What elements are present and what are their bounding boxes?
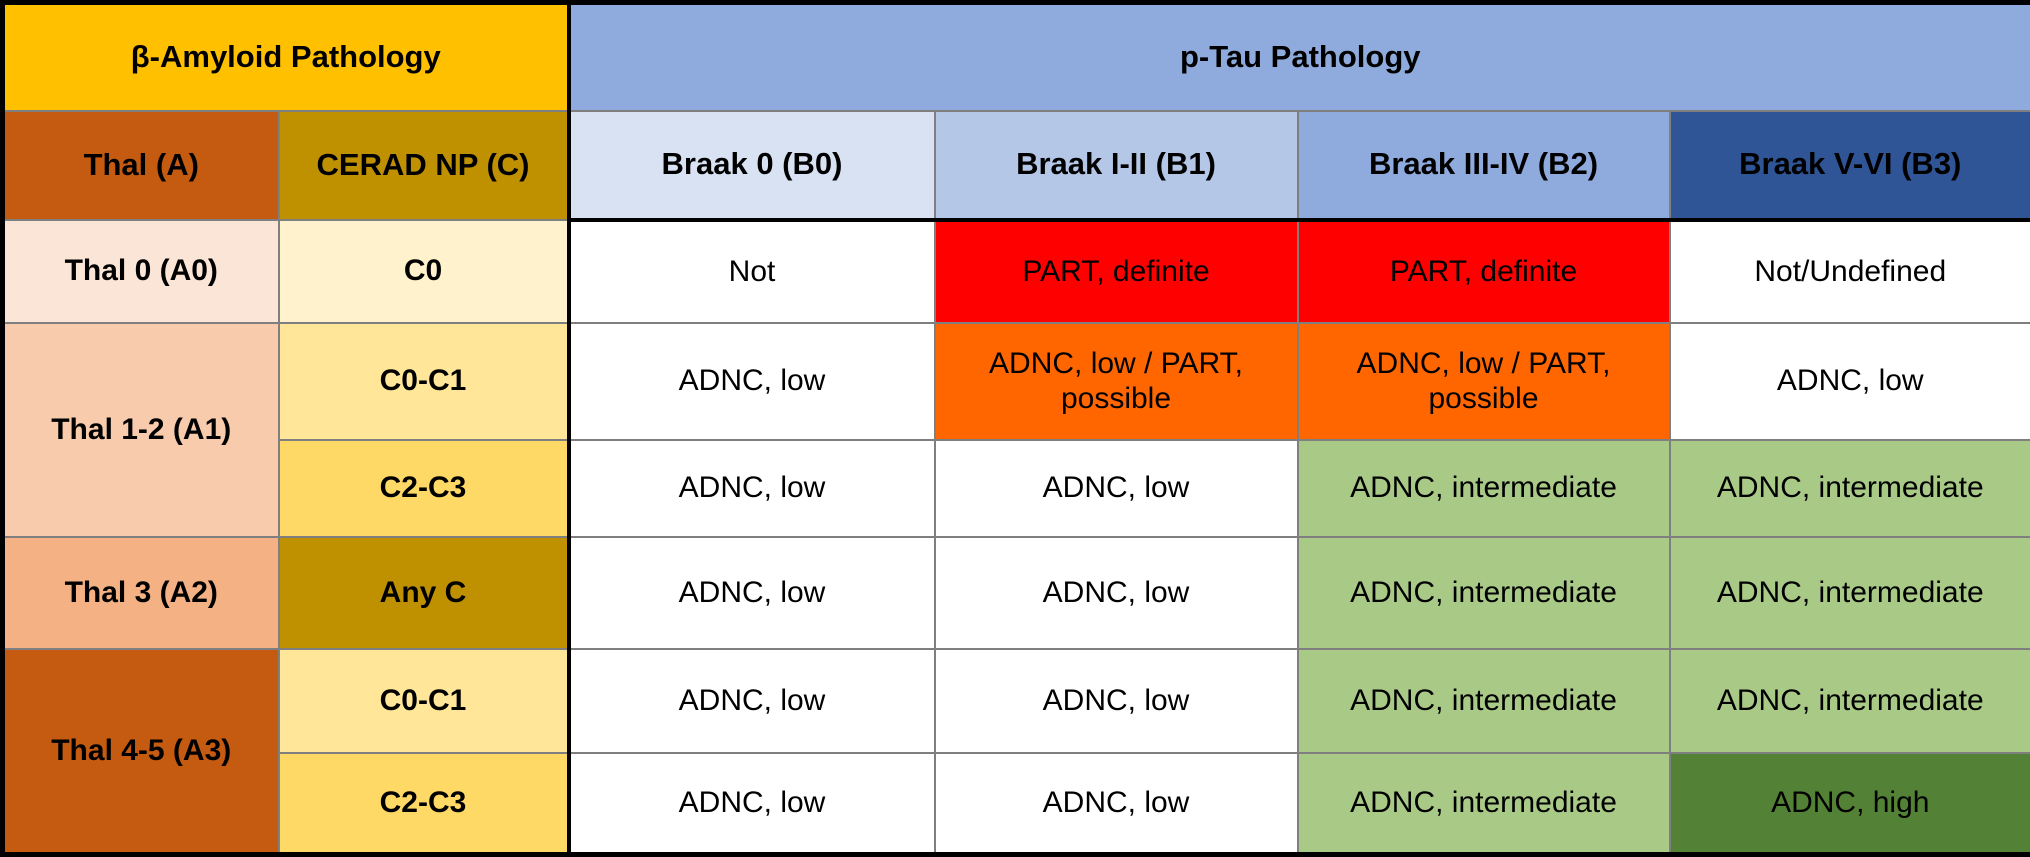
cell-adnc-intermediate-r4c5: ADNC, intermediate — [1298, 537, 1670, 649]
cell-part-definite-r1c5: PART, definite — [1298, 220, 1670, 323]
cell-adnc-low-r6c3: ADNC, low — [935, 753, 1298, 855]
cell-c0-c1-r5c2: C0-C1 — [279, 649, 569, 753]
cell-c0-r1c2: C0 — [279, 220, 569, 323]
cell-adnc-low-r3c3: ADNC, low — [935, 440, 1298, 537]
cell-c2-c3-r3c1: C2-C3 — [279, 440, 569, 537]
cell-part-definite-r1c4: PART, definite — [935, 220, 1298, 323]
group-header-p-tau-pathology: p-Tau Pathology — [569, 3, 2030, 111]
cell-adnc-low-r6c2: ADNC, low — [569, 753, 935, 855]
column-header-row: Thal (A)CERAD NP (C)Braak 0 (B0)Braak I-… — [3, 111, 2030, 220]
col-header-thal-a: Thal (A) — [3, 111, 279, 220]
cell-thal-4-5-a3-r5c1: Thal 4-5 (A3) — [3, 649, 279, 855]
cell-adnc-intermediate-r5c5: ADNC, intermediate — [1298, 649, 1670, 753]
group-header-amyloid-pathology: β-Amyloid Pathology — [3, 3, 569, 111]
cell-adnc-low-r3c2: ADNC, low — [569, 440, 935, 537]
cell-c0-c1-r2c2: C0-C1 — [279, 323, 569, 440]
col-header-braak-v-vi-b3: Braak V-VI (B3) — [1670, 111, 2030, 220]
cell-adnc-low-r2c6: ADNC, low — [1670, 323, 2030, 440]
cell-adnc-low-r5c4: ADNC, low — [935, 649, 1298, 753]
cell-not-undefined-r1c6: Not/Undefined — [1670, 220, 2030, 323]
cell-adnc-low-r4c4: ADNC, low — [935, 537, 1298, 649]
cell-any-c-r4c2: Any C — [279, 537, 569, 649]
cell-c2-c3-r6c1: C2-C3 — [279, 753, 569, 855]
cell-thal-3-a2-r4c1: Thal 3 (A2) — [3, 537, 279, 649]
cell-thal-1-2-a1-r2c1: Thal 1-2 (A1) — [3, 323, 279, 537]
cell-adnc-intermediate-r4c6: ADNC, intermediate — [1670, 537, 2030, 649]
cell-adnc-low-part-possible-r2c5: ADNC, low / PART, possible — [1298, 323, 1670, 440]
cell-adnc-intermediate-r3c5: ADNC, intermediate — [1670, 440, 2030, 537]
cell-adnc-high-r6c5: ADNC, high — [1670, 753, 2030, 855]
cell-adnc-low-r4c3: ADNC, low — [569, 537, 935, 649]
col-header-braak-iii-iv-b2: Braak III-IV (B2) — [1298, 111, 1670, 220]
col-header-braak-0-b0: Braak 0 (B0) — [569, 111, 935, 220]
cell-adnc-low-r2c3: ADNC, low — [569, 323, 935, 440]
cell-adnc-low-part-possible-r2c4: ADNC, low / PART, possible — [935, 323, 1298, 440]
col-header-braak-i-ii-b1: Braak I-II (B1) — [935, 111, 1298, 220]
cell-not-r1c3: Not — [569, 220, 935, 323]
cell-adnc-intermediate-r5c6: ADNC, intermediate — [1670, 649, 2030, 753]
cell-adnc-low-r5c3: ADNC, low — [569, 649, 935, 753]
cell-adnc-intermediate-r3c4: ADNC, intermediate — [1298, 440, 1670, 537]
cell-adnc-intermediate-r6c4: ADNC, intermediate — [1298, 753, 1670, 855]
cell-thal-0-a0-r1c1: Thal 0 (A0) — [3, 220, 279, 323]
col-header-cerad-np-c: CERAD NP (C) — [279, 111, 569, 220]
